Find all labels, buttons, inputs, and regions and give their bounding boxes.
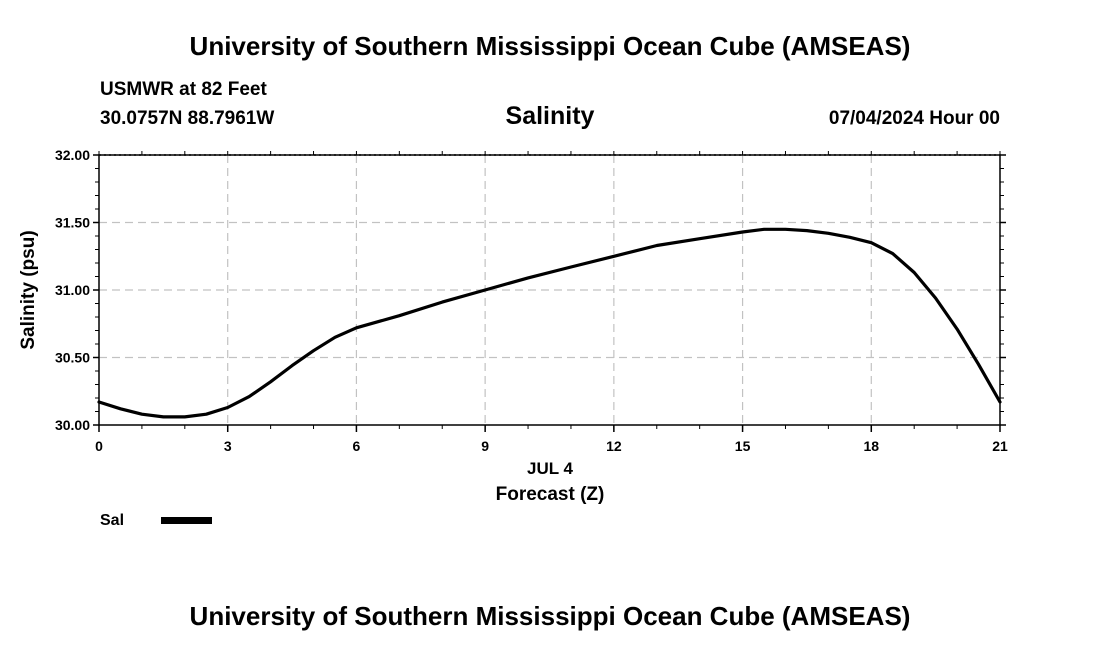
minor-ticks [93,151,1006,432]
y-tick-label: 30.00 [55,417,90,433]
station-label: USMWR at 82 Feet [100,79,267,100]
y-tick-labels: 30.00 30.50 31.00 31.50 32.00 [55,147,90,433]
x-tick-label: 0 [95,438,103,454]
x-tick-label: 3 [224,438,232,454]
chart-title: Salinity [506,102,595,130]
x-axis-label: Forecast (Z) [496,484,605,505]
y-tick-label: 30.50 [55,350,90,366]
y-tick-label: 31.50 [55,215,90,231]
date-label: JUL 4 [527,459,574,478]
x-tick-label: 15 [735,438,751,454]
timestamp-label: 07/04/2024 Hour 00 [829,108,1000,129]
x-tick-label: 12 [606,438,622,454]
coordinates-label: 30.0757N 88.7961W [100,108,274,129]
legend-label: Sal [100,512,124,529]
y-tick-label: 31.00 [55,282,90,298]
x-tick-label: 9 [481,438,489,454]
legend-swatch [161,517,212,524]
y-tick-label: 32.00 [55,147,90,163]
bottom-title: University of Southern Mississippi Ocean… [190,601,911,631]
x-tick-label: 21 [992,438,1008,454]
plot-frame [98,154,1001,426]
x-tick-label: 6 [353,438,361,454]
y-axis-label: Salinity (psu) [18,230,39,349]
grid-lines [99,155,1000,425]
x-tick-labels: 0 3 6 9 12 15 18 21 [95,438,1008,454]
salinity-series-line [97,227,1002,419]
x-tick-label: 18 [863,438,879,454]
top-title: University of Southern Mississippi Ocean… [190,31,911,61]
